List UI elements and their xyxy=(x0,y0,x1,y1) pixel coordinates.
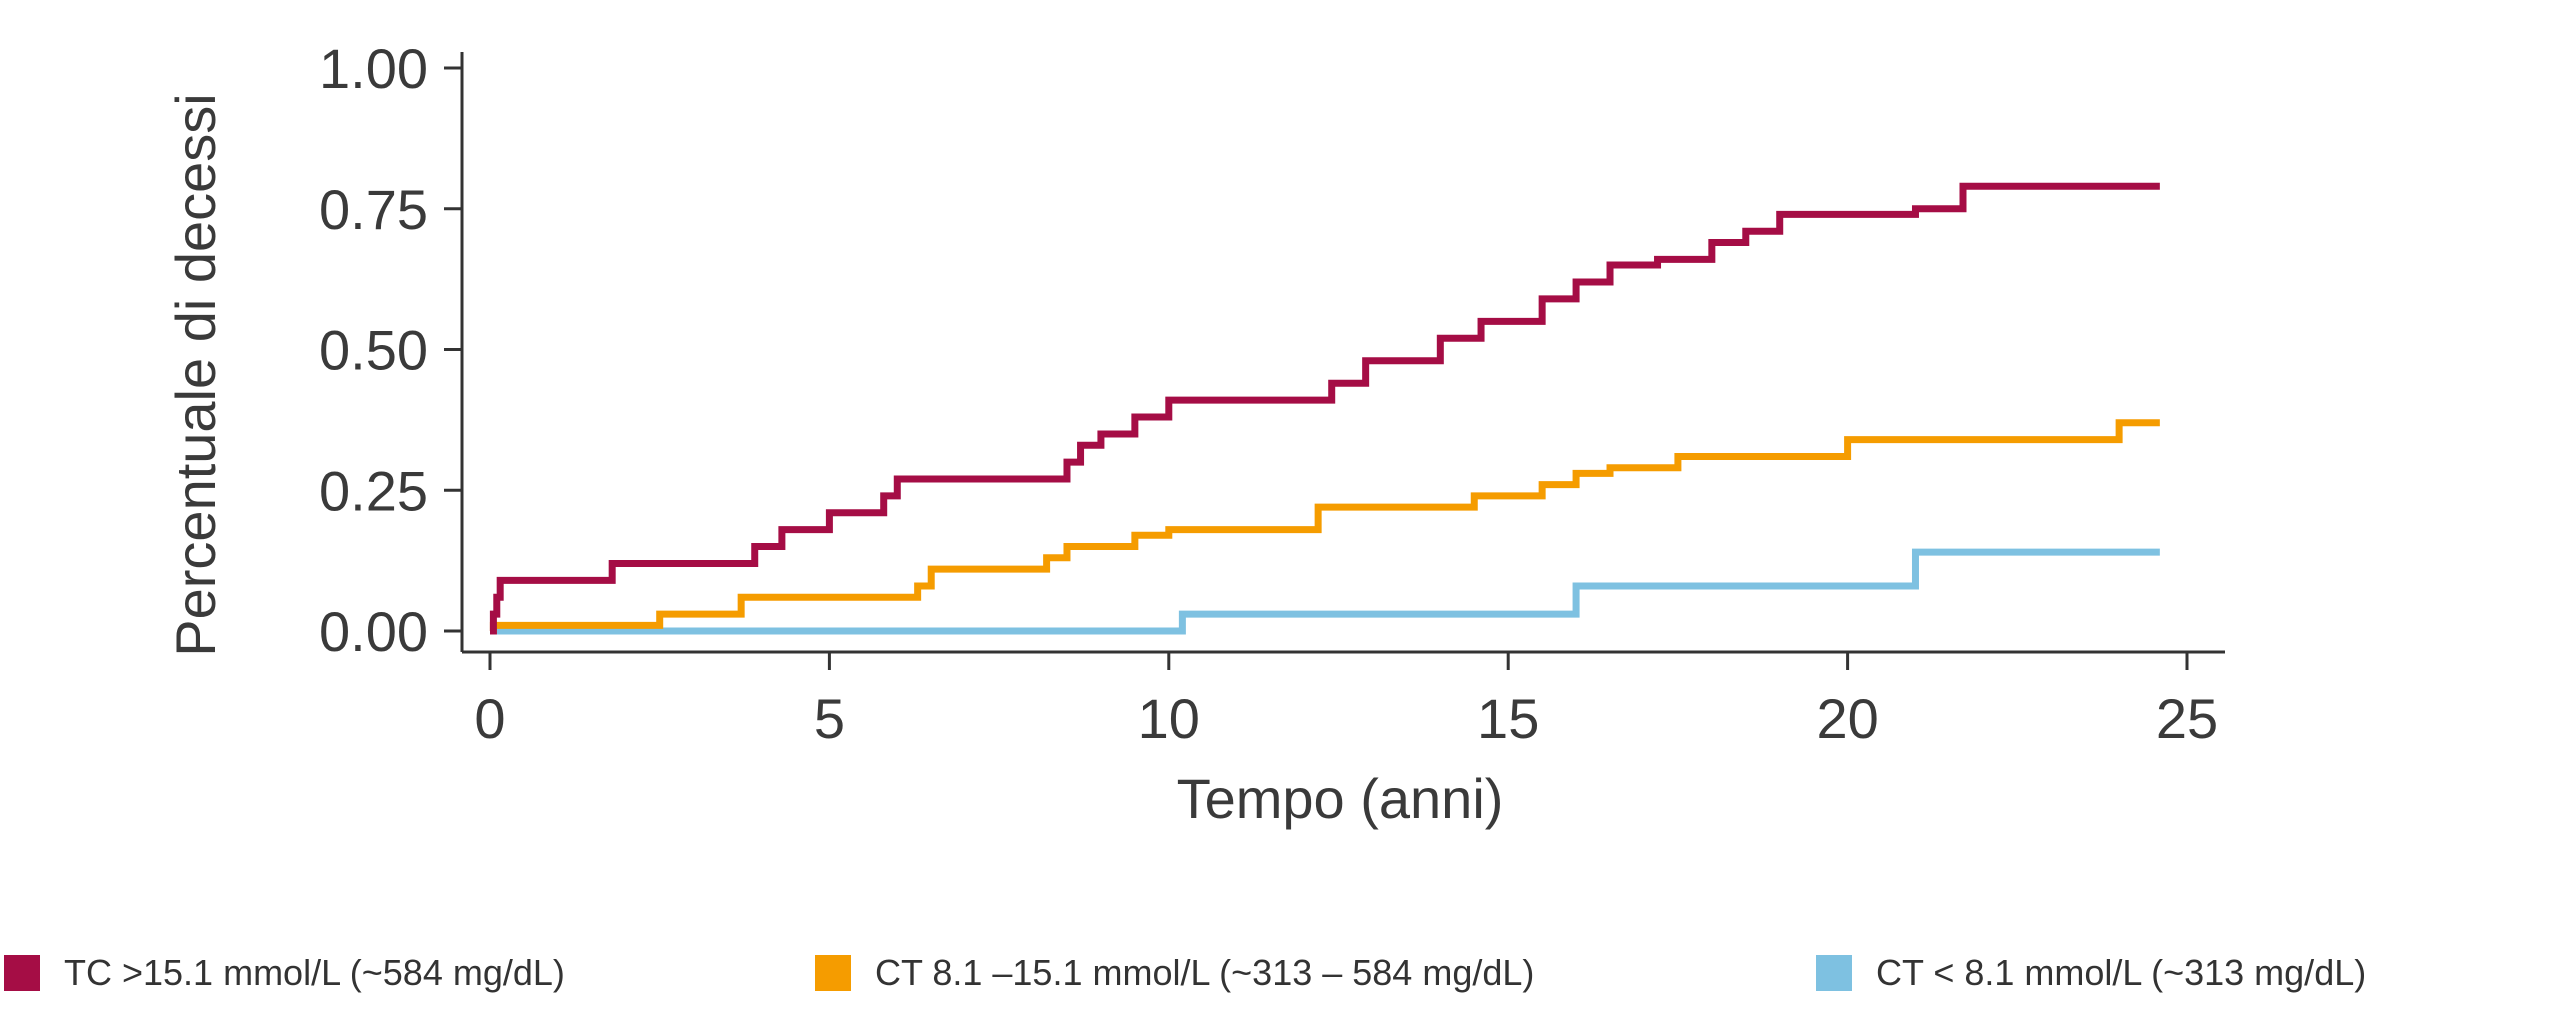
x-tick-label: 25 xyxy=(2156,687,2218,750)
x-tick-label: 0 xyxy=(474,687,505,750)
legend-swatch xyxy=(1816,955,1852,991)
y-tick-label: 0.75 xyxy=(319,178,428,241)
legend-item[interactable]: CT 8.1 –15.1 mmol/L (~313 – 584 mg/dL) xyxy=(815,948,1534,998)
km-chart: 0.00 0.25 0.50 0.75 1.00 0 5 10 15 20 25 Percentu… xyxy=(164,37,2225,830)
legend-swatch xyxy=(4,955,40,991)
legend-label: CT 8.1 –15.1 mmol/L (~313 – 584 mg/dL) xyxy=(875,952,1535,993)
x-tick-label: 5 xyxy=(814,687,845,750)
y-axis: 0.00 0.25 0.50 0.75 1.00 xyxy=(319,37,464,663)
legend-item[interactable]: TC >15.1 mmol/L (~584 mg/dL) xyxy=(4,948,565,998)
legend-swatch xyxy=(815,955,851,991)
x-tick-label: 10 xyxy=(1138,687,1200,750)
y-tick-label: 0.00 xyxy=(319,600,428,663)
y-axis-title: Percentuale di decessi xyxy=(164,93,227,656)
x-axis: 0 5 10 15 20 25 xyxy=(462,650,2225,750)
series-line xyxy=(489,419,2160,635)
series-line xyxy=(490,548,2160,635)
series-layer xyxy=(489,182,2160,635)
legend: TC >15.1 mmol/L (~584 mg/dL) CT 8.1 –15.… xyxy=(0,948,2560,998)
x-axis-title: Tempo (anni) xyxy=(1177,767,1504,830)
x-tick-label: 20 xyxy=(1816,687,1878,750)
legend-label: TC >15.1 mmol/L (~584 mg/dL) xyxy=(64,952,565,993)
x-tick-label: 15 xyxy=(1477,687,1539,750)
y-tick-label: 0.50 xyxy=(319,319,428,382)
y-tick-label: 1.00 xyxy=(319,37,428,100)
series-line xyxy=(489,182,2160,635)
y-tick-label: 0.25 xyxy=(319,459,428,522)
legend-label: CT < 8.1 mmol/L (~313 mg/dL) xyxy=(1876,952,2367,993)
legend-item[interactable]: CT < 8.1 mmol/L (~313 mg/dL) xyxy=(1816,948,2366,998)
